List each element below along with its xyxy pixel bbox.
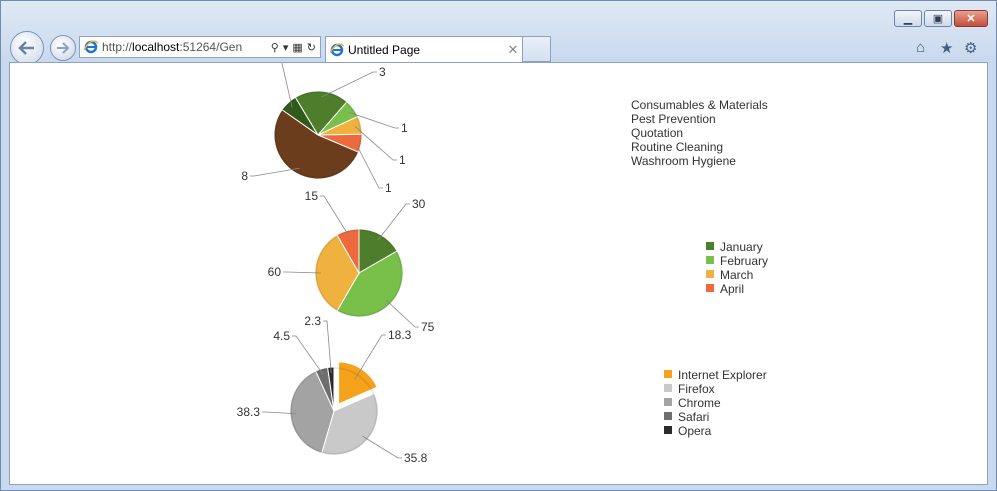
- chart3-value-label-3: 38.3: [237, 405, 261, 419]
- tab-close-icon[interactable]: ✕: [507, 41, 519, 57]
- chart3-value-label-4: 4.5: [273, 329, 290, 343]
- minimize-button[interactable]: ▁: [894, 10, 922, 27]
- chart2-leader-1: [377, 203, 410, 241]
- chart2-slice-1[interactable]: [358, 228, 398, 274]
- chart2-pie-outline: [315, 229, 403, 317]
- chart1-leader-5: [354, 142, 383, 189]
- chart1-leader-3: [348, 111, 399, 129]
- window-controls: ▁ ▣ ✕: [892, 10, 988, 27]
- url-prefix: http://: [102, 40, 133, 54]
- favorites-star-icon[interactable]: ★: [940, 40, 954, 57]
- chart2-legend-swatch-2: [706, 256, 714, 264]
- chart2-legend-swatch-3: [706, 270, 714, 278]
- chart2-slice-4[interactable]: [336, 228, 360, 275]
- chart3-value-label-2: 35.8: [404, 451, 428, 465]
- settings-gear-icon[interactable]: ⚙: [964, 40, 978, 57]
- chart1-value-label-3: 1: [401, 121, 408, 135]
- chart2-legend-swatch-4: [706, 284, 714, 292]
- chart3-legend-label-4[interactable]: Safari: [678, 410, 709, 424]
- chart2-legend-swatch-1: [706, 242, 714, 250]
- chart1-legend-label-5[interactable]: Washroom Hygiene: [631, 154, 736, 168]
- chart2-leader-4: [320, 195, 350, 237]
- chart2-legend-label-3[interactable]: March: [720, 268, 753, 282]
- chart1-legend-label-2[interactable]: Pest Prevention: [631, 112, 716, 126]
- chart1-pie-outline: [274, 91, 362, 179]
- chart1-slice-2[interactable]: [294, 90, 348, 136]
- address-url[interactable]: http://localhost:51264/Gen: [102, 40, 271, 54]
- chart3-leader-4: [292, 335, 324, 375]
- chart3-leader-1: [354, 334, 386, 380]
- chart2-value-label-2: 75: [421, 320, 435, 334]
- chart1-legend-label-4[interactable]: Routine Cleaning: [631, 140, 723, 154]
- chart3-legend-label-1[interactable]: Internet Explorer: [678, 368, 767, 382]
- chart3-legend-swatch-1: [664, 370, 672, 378]
- chart2-legend-label-4[interactable]: April: [720, 282, 744, 296]
- chart1-leader-2: [321, 71, 377, 98]
- chart2-leader-2: [385, 299, 419, 328]
- chart3-leader-2: [362, 435, 402, 459]
- chart1-leader-1: [281, 63, 293, 108]
- url-host: localhost: [132, 40, 180, 54]
- back-arrow-icon: [18, 41, 34, 55]
- chart2-legend-label-1[interactable]: January: [720, 240, 763, 254]
- chart1-leader-6: [250, 167, 300, 177]
- url-rest: :51264/Gen: [179, 40, 243, 54]
- chart1-legend-label-3[interactable]: Quotation: [631, 126, 683, 140]
- address-tools: ⚲ ▾ ▦ ↻: [271, 41, 320, 54]
- new-tab-button[interactable]: [523, 36, 551, 62]
- chart3-legend-swatch-4: [664, 412, 672, 420]
- chart3-legend-label-2[interactable]: Firefox: [678, 382, 715, 396]
- chart1-legend-label-1[interactable]: Consumables & Materials: [631, 98, 768, 112]
- minimize-icon: ▁: [903, 13, 913, 25]
- maximize-button[interactable]: ▣: [924, 10, 952, 27]
- chart2-legend-label-2[interactable]: February: [720, 254, 768, 268]
- chart3-slice-2[interactable]: [321, 392, 379, 456]
- chart3-pie-outline: [290, 367, 378, 455]
- tab-title: Untitled Page: [348, 42, 421, 57]
- chart2-value-label-1: 30: [412, 197, 426, 211]
- address-bar[interactable]: http://localhost:51264/Gen ⚲ ▾ ▦ ↻: [79, 36, 321, 58]
- chart1-value-label-1: 1: [268, 63, 275, 66]
- chart3-slice-3[interactable]: [289, 370, 335, 454]
- chart3-leader-5: [323, 320, 332, 374]
- forward-button[interactable]: [50, 35, 76, 61]
- ie-tab-icon: [329, 42, 345, 57]
- compatibility-icon[interactable]: ▦: [292, 41, 303, 54]
- chart3-legend-label-5[interactable]: Opera: [678, 424, 712, 438]
- forward-arrow-icon: [57, 42, 70, 54]
- chart1-leader-4: [354, 126, 397, 161]
- maximize-icon: ▣: [932, 13, 944, 25]
- chart1-value-label-6: 8: [241, 169, 248, 183]
- chart2-value-label-3: 60: [268, 265, 282, 279]
- close-icon: ✕: [966, 13, 976, 25]
- tab-untitled-page[interactable]: Untitled Page ✕: [325, 36, 523, 62]
- chart2-value-label-4: 15: [305, 189, 319, 203]
- back-button[interactable]: [10, 31, 44, 65]
- chart3-value-label-1: 18.3: [388, 328, 412, 342]
- chart3-leader-3: [262, 411, 297, 415]
- refresh-icon[interactable]: ↻: [306, 41, 316, 54]
- search-icon[interactable]: ⚲: [270, 41, 279, 54]
- chart1-slice-6[interactable]: [273, 109, 360, 180]
- close-button[interactable]: ✕: [954, 10, 988, 27]
- chart1-value-label-2: 3: [379, 65, 386, 79]
- chart3-legend-swatch-5: [664, 426, 672, 434]
- ie-page-icon: [83, 40, 99, 54]
- home-icon[interactable]: ⌂: [916, 39, 926, 56]
- chart3-legend-swatch-3: [664, 398, 672, 406]
- chart1-value-label-4: 1: [399, 153, 406, 167]
- chart3-legend-swatch-2: [664, 384, 672, 392]
- dropdown-arrow-icon[interactable]: ▾: [282, 41, 289, 54]
- chart2-leader-3: [283, 271, 322, 274]
- chart3-value-label-5: 2.3: [304, 314, 321, 328]
- chart3-legend-label-3[interactable]: Chrome: [678, 396, 721, 410]
- chart1-value-label-5: 1: [385, 181, 392, 195]
